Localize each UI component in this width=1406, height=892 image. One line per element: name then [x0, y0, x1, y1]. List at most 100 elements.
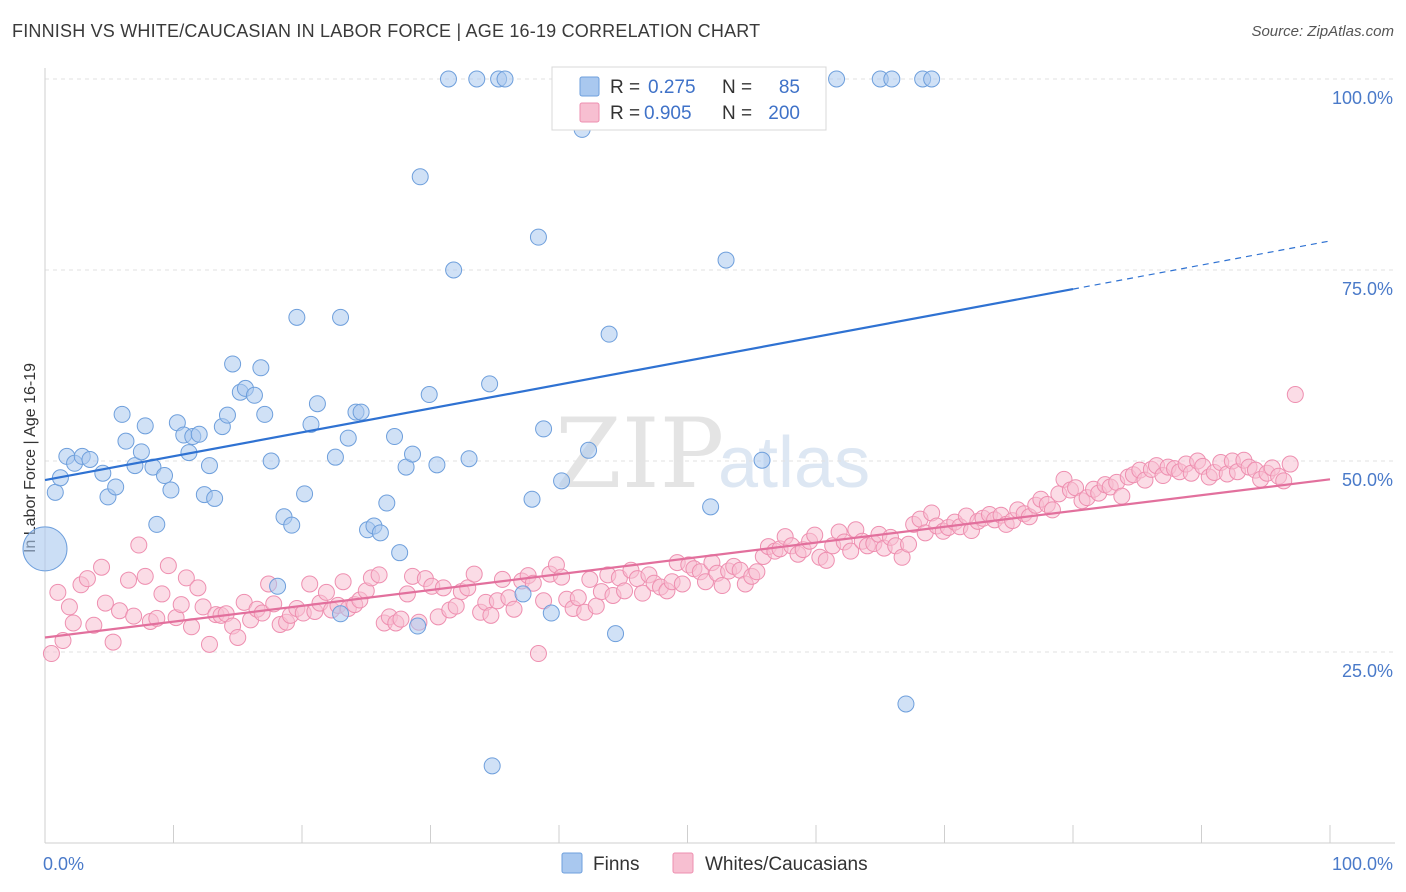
- legend-r-value-finns: 0.275: [648, 77, 696, 98]
- finns-point-58: [439, 70, 457, 88]
- whites-point-46: [317, 583, 335, 601]
- whites-point-120: [748, 563, 766, 581]
- finns-point-57: [428, 456, 446, 474]
- finns-point-0: [46, 483, 64, 501]
- finns-trend-line: [44, 288, 1074, 482]
- whites-point-92: [587, 597, 605, 615]
- finns-point-17: [162, 481, 180, 499]
- finns-point-12: [132, 443, 150, 461]
- finns-point-8: [107, 478, 125, 496]
- whites-point-14: [130, 536, 148, 554]
- trend-lines: [44, 240, 1331, 639]
- whites-point-31: [229, 628, 247, 646]
- finns-point-50: [378, 494, 396, 512]
- x-tick-label-right: 100.0%: [1332, 854, 1393, 874]
- whites-point-13: [125, 607, 143, 625]
- finns-trend-extension: [1072, 240, 1331, 290]
- whites-point-3: [60, 598, 78, 616]
- legend-r-label-whites: R =: [610, 103, 640, 124]
- whites-point-8: [93, 558, 111, 576]
- bottom-legend-swatch-whites: [672, 852, 694, 874]
- finns-point-87: [897, 695, 915, 713]
- axes: [44, 68, 1395, 844]
- finns-point-54: [404, 445, 422, 463]
- finns-point-51: [386, 428, 404, 446]
- whites-point-19: [159, 557, 177, 575]
- whites-point-78: [505, 600, 523, 618]
- finns-point-61: [468, 70, 486, 88]
- source-credit: Source: ZipAtlas.com: [1251, 23, 1394, 40]
- y-tick-label-2: 75.0%: [1342, 279, 1393, 299]
- watermark-zip: ZIP: [555, 398, 724, 510]
- finns-point-49: [371, 524, 389, 542]
- whites-point-130: [806, 526, 824, 544]
- whites-point-35: [253, 604, 271, 622]
- whites-point-59: [392, 610, 410, 628]
- finns-point-15: [148, 515, 166, 533]
- whites-point-74: [482, 606, 500, 624]
- finns-point-60: [460, 450, 478, 468]
- whites-point-0: [42, 645, 60, 663]
- whites-point-21: [172, 596, 190, 614]
- whites-point-12: [120, 571, 138, 589]
- finns-point-10: [117, 432, 135, 450]
- whites-point-43: [301, 575, 319, 593]
- whites-point-171: [1043, 501, 1061, 519]
- finns-point-67: [523, 490, 541, 508]
- finns-point-31: [245, 386, 263, 404]
- whites-point-15: [136, 567, 154, 585]
- finns-point-33: [256, 405, 274, 423]
- finns-point-84: [883, 70, 901, 88]
- legend-swatch-whites: [579, 102, 600, 123]
- legend-r-value-whites: 0.905: [644, 103, 692, 124]
- whites-point-71: [465, 565, 483, 583]
- whites-point-81: [524, 574, 542, 592]
- whites-point-55: [370, 566, 388, 584]
- whites-point-97: [616, 582, 634, 600]
- finns-point-13: [136, 417, 154, 435]
- finns-point-75: [600, 325, 618, 343]
- whites-point-83: [535, 592, 553, 610]
- finns-point-78: [702, 498, 720, 516]
- finns-point-43: [332, 308, 350, 326]
- finns-point-27: [218, 406, 236, 424]
- finns-point-39: [296, 485, 314, 503]
- finns-point-32: [252, 359, 270, 377]
- whites-point-7: [85, 616, 103, 634]
- finns-point-76: [607, 625, 625, 643]
- legend-n-label-finns: N =: [722, 77, 752, 98]
- whites-point-213: [1286, 386, 1304, 404]
- finns-point-68: [529, 228, 547, 246]
- y-axis-label: In Labor Force | Age 16-19: [22, 363, 39, 553]
- finns-point-22: [190, 425, 208, 443]
- whites-point-4: [64, 614, 82, 632]
- whites-point-111: [696, 573, 714, 591]
- finns-point-52: [391, 544, 409, 562]
- finns-point-5: [81, 450, 99, 468]
- x-tick-labels: 0.0% 100.0%: [43, 854, 1393, 874]
- finns-point-41: [308, 395, 326, 413]
- legend-n-value-whites: 200: [768, 103, 800, 124]
- finns-point-63: [483, 757, 501, 775]
- whites-point-146: [900, 535, 918, 553]
- bottom-legend-label-whites: Whites/Caucasians: [705, 854, 868, 875]
- legend-n-label-whites: N =: [722, 103, 752, 124]
- whites-point-132: [817, 551, 835, 569]
- whites-point-107: [673, 575, 691, 593]
- whites-point-136: [842, 542, 860, 560]
- chart-title: FINNISH VS WHITE/CAUCASIAN IN LABOR FORC…: [12, 21, 761, 41]
- bottom-legend-swatch-finns: [561, 852, 583, 874]
- finns-point-44: [339, 429, 357, 447]
- whites-point-10: [104, 633, 122, 651]
- whites-point-24: [189, 579, 207, 597]
- legend-stats: R = 0.275 N = 85 R = 0.905 N = 200: [551, 66, 827, 131]
- finns-point-89: [409, 617, 427, 635]
- whites-point-1: [49, 583, 67, 601]
- whites-point-86: [553, 568, 571, 586]
- finns-point-24: [200, 457, 218, 475]
- finns-point-70: [542, 604, 560, 622]
- whites-point-22: [177, 569, 195, 587]
- whites-point-49: [334, 573, 352, 591]
- watermark-atlas: atlas: [718, 423, 870, 503]
- finns-point-55: [411, 168, 429, 186]
